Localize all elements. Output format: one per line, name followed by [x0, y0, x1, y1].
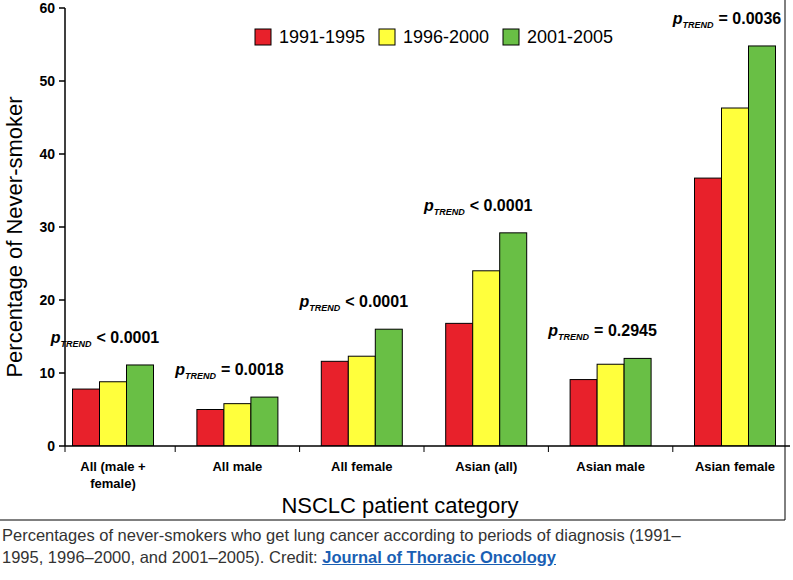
- p-value: < 0.0001: [470, 197, 533, 214]
- p-trend-annotation: pTREND = 0.0036: [672, 10, 782, 30]
- p-label: p: [672, 10, 683, 27]
- bar: [446, 323, 473, 446]
- x-tick-label: All male: [212, 459, 262, 474]
- p-subscript: TREND: [434, 207, 465, 217]
- p-label: p: [423, 197, 434, 214]
- x-tick-label-line: Asian female: [695, 459, 775, 474]
- p-trend-annotation: pTREND < 0.0001: [423, 197, 533, 217]
- credit-link[interactable]: Journal of Thoracic Oncology: [322, 548, 556, 566]
- legend-swatch: [503, 29, 519, 45]
- bar: [624, 358, 651, 446]
- y-tick-label: 20: [39, 292, 55, 308]
- p-trend-annotation: pTREND < 0.0001: [299, 293, 409, 313]
- bar: [722, 108, 749, 446]
- bar: [251, 397, 278, 446]
- caption-block: Percentages of never-smokers who get lun…: [2, 524, 702, 568]
- y-tick-label: 0: [47, 438, 55, 454]
- bar: [100, 382, 127, 446]
- p-value: = 0.0018: [221, 361, 284, 378]
- x-tick-label-line: All female: [331, 459, 392, 474]
- y-tick-label: 10: [39, 365, 55, 381]
- x-tick: [548, 446, 549, 452]
- y-tick: [59, 445, 65, 447]
- bar: [197, 410, 224, 447]
- bar: [224, 404, 251, 446]
- legend-swatch: [379, 29, 395, 45]
- bar: [73, 389, 100, 446]
- x-tick-label: Asian (all): [455, 459, 517, 474]
- bar: [127, 365, 154, 446]
- x-tick: [424, 446, 425, 452]
- p-label: p: [547, 322, 558, 339]
- x-tick-label-line: Asian (all): [455, 459, 517, 474]
- y-tick: [59, 226, 65, 228]
- p-trend-annotation: pTREND < 0.0001: [50, 329, 160, 349]
- frame-line: [785, 0, 786, 520]
- p-trend-annotation: pTREND = 0.0018: [174, 361, 284, 381]
- y-tick: [59, 7, 65, 9]
- p-label: p: [299, 293, 310, 310]
- x-axis: [65, 445, 790, 447]
- x-tick-label: All (male + female): [80, 459, 146, 491]
- y-tick-label: 50: [39, 73, 55, 89]
- p-label: p: [50, 329, 61, 346]
- p-label: p: [174, 361, 185, 378]
- p-subscript: TREND: [683, 20, 714, 30]
- legend-label: 1991-1995: [279, 27, 365, 47]
- x-tick-label-line: Asian male: [576, 459, 645, 474]
- p-subscript: TREND: [61, 339, 92, 349]
- legend-label: 1996-2000: [403, 27, 489, 47]
- p-subscript: TREND: [185, 371, 216, 381]
- x-tick: [299, 446, 300, 452]
- x-tick: [672, 446, 673, 452]
- y-tick-label: 30: [39, 219, 55, 235]
- y-tick-label: 40: [39, 146, 55, 162]
- bar: [375, 329, 402, 446]
- p-value: = 0.0036: [719, 10, 782, 27]
- bar: [473, 271, 500, 446]
- frame-line: [0, 520, 785, 521]
- bar: [749, 46, 776, 446]
- bar: [348, 356, 375, 446]
- credit-label: Credit:: [269, 548, 318, 566]
- bar: [500, 233, 527, 446]
- legend-swatch: [255, 29, 271, 45]
- x-axis-title: NSCLC patient category: [281, 493, 518, 518]
- x-tick-label: Asian female: [695, 459, 775, 474]
- y-tick-label: 60: [39, 0, 55, 16]
- x-tick: [175, 446, 176, 452]
- bar: [597, 364, 624, 446]
- legend-label: 2001-2005: [527, 27, 613, 47]
- x-tick-label: Asian male: [576, 459, 645, 474]
- y-tick: [59, 372, 65, 374]
- p-value: < 0.0001: [345, 293, 408, 310]
- y-tick: [59, 80, 65, 82]
- y-axis-title: Percentage of Never-smoker: [2, 96, 27, 377]
- bar: [321, 361, 348, 446]
- p-value: < 0.0001: [97, 329, 160, 346]
- bar: [695, 178, 722, 446]
- p-subscript: TREND: [309, 303, 340, 313]
- x-tick-label-line: female): [90, 476, 136, 491]
- y-tick: [59, 153, 65, 155]
- x-tick-label: All female: [331, 459, 392, 474]
- x-tick-label-line: All (male +: [80, 459, 146, 474]
- bars: [73, 46, 776, 446]
- bar: [570, 380, 597, 446]
- p-subscript: TREND: [558, 332, 589, 342]
- p-value: = 0.2945: [594, 322, 657, 339]
- x-tick: [65, 446, 66, 452]
- p-trend-annotation: pTREND = 0.2945: [547, 322, 657, 342]
- y-tick: [59, 299, 65, 301]
- x-tick-label-line: All male: [212, 459, 262, 474]
